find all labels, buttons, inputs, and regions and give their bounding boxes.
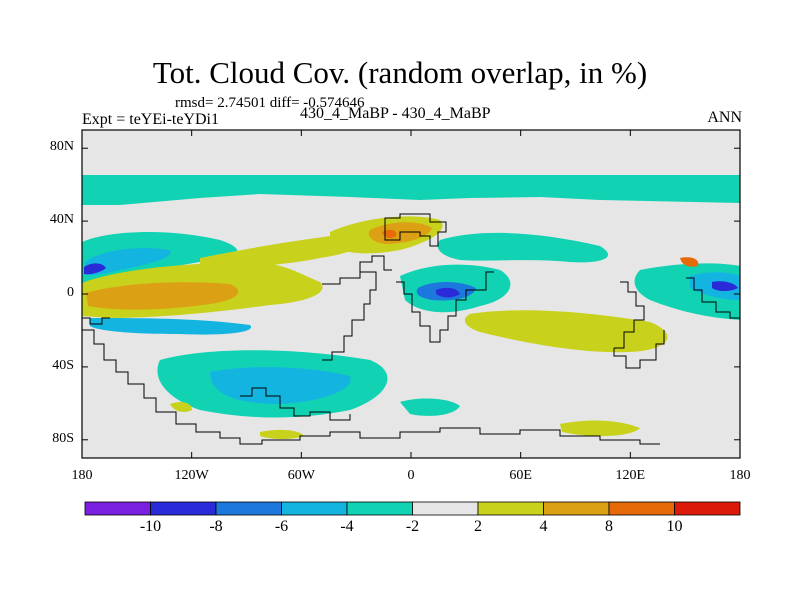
colorbar	[84, 501, 741, 516]
lon-tick-label: 0	[407, 468, 415, 483]
contour-southern-ocean-core	[210, 367, 351, 404]
contour-band-north	[82, 175, 740, 205]
contour-atlantic-negative-min	[436, 287, 460, 298]
contour-west-pacific-min	[712, 281, 738, 291]
contour-north-pacific-core	[85, 248, 171, 276]
colorbar-label: -6	[274, 518, 289, 535]
lon-tick-label: 180	[71, 468, 93, 483]
contour-south-atlantic	[400, 398, 460, 416]
stats-label: rmsd= 2.74501 diff= -0.574646	[175, 95, 365, 111]
colorbar-swatch	[674, 501, 741, 516]
lat-tick-label: 40N	[49, 212, 74, 228]
colorbar-label: -4	[340, 518, 354, 535]
contour-indian-ocean	[464, 310, 668, 353]
contour-east-mid-lat	[437, 232, 609, 263]
colorbar-swatch	[543, 501, 610, 516]
colorbar-swatch	[281, 501, 348, 516]
coastline-west-edge	[82, 317, 110, 325]
coastlines	[82, 213, 740, 445]
contour-west-pacific-pos	[680, 257, 699, 267]
lon-tick-label: 60E	[509, 468, 532, 483]
colorbar-swatch	[477, 501, 544, 516]
axis-ticks	[81, 130, 741, 458]
colorbar-swatch	[608, 501, 675, 516]
coastline-south-america	[322, 271, 377, 361]
coastline-australia	[613, 330, 665, 369]
contour-south-yellow-b	[560, 420, 640, 437]
lon-tick-label: 180	[729, 468, 751, 483]
contour-field	[82, 175, 740, 439]
colorbar-swatch	[150, 501, 217, 516]
colorbar-label: 10	[666, 518, 683, 535]
season-label: ANN	[707, 109, 742, 126]
lon-tick-label: 120E	[615, 468, 646, 483]
contour-south-yellow-c	[260, 429, 304, 439]
lon-tick-label: 120W	[174, 468, 209, 483]
colorbar-swatch	[84, 501, 151, 516]
colorbar-label: 4	[539, 518, 548, 535]
case-label: 430_4_MaBP - 430_4_MaBP	[300, 105, 491, 122]
contour-tropical-pacific-core	[86, 282, 239, 310]
coastline-asia-east	[614, 281, 645, 349]
lat-tick-label: 40S	[52, 357, 74, 373]
lat-tick-label: 0	[67, 285, 74, 300]
lat-tick-label: 80S	[52, 430, 74, 446]
contour-south-yellow-a	[170, 402, 192, 412]
contour-north-pacific-min	[84, 263, 106, 275]
experiment-label: Expt = teYEi-teYDi1	[82, 111, 219, 128]
coastline-maritime	[686, 277, 740, 319]
coastline-central-america	[359, 255, 392, 272]
plot-title: Tot. Cloud Cov. (random overlap, in %)	[152, 55, 648, 90]
colorbar-label: -2	[405, 518, 420, 535]
contour-north-atlantic-min	[382, 229, 397, 239]
contour-south-pacific-strip	[90, 318, 252, 335]
coastline-north-atlantic-box	[384, 213, 447, 247]
colorbar-label: 2	[474, 518, 482, 535]
coastline-southern-continent-inner	[240, 387, 351, 421]
colorbar-label: 8	[605, 518, 613, 535]
colorbar-swatch	[215, 501, 282, 516]
colorbar-label: -8	[209, 518, 223, 535]
lon-tick-label: 60W	[287, 468, 315, 483]
coastline-antarctica	[82, 329, 660, 445]
colorbar-swatch	[346, 501, 413, 516]
contour-central-streak	[200, 232, 373, 267]
colorbar-label: -10	[139, 518, 162, 535]
lat-tick-label: 80N	[49, 139, 74, 155]
colorbar-swatch	[412, 501, 479, 516]
coastline-africa	[396, 271, 494, 343]
